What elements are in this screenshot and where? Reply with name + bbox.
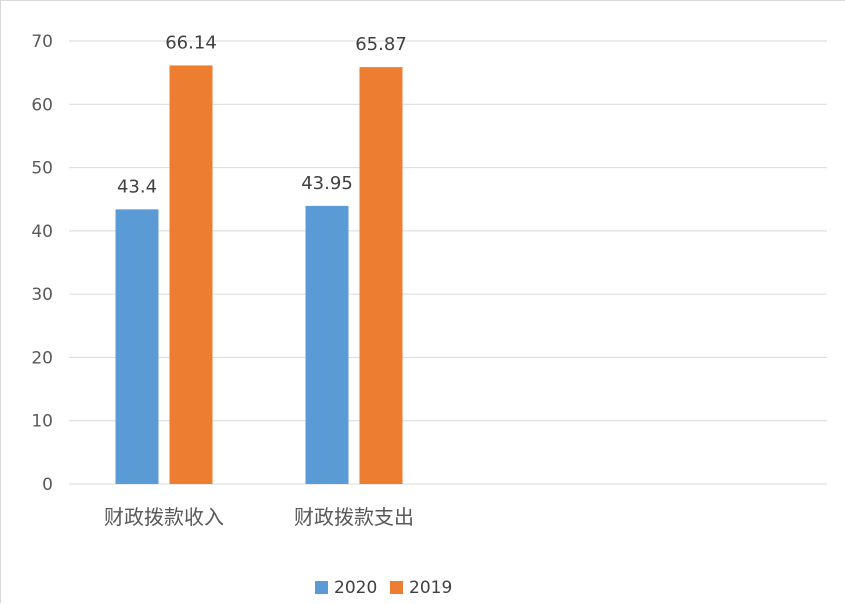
y-tick-label: 20 (31, 348, 53, 368)
data-label-2020-2: 43.95 (301, 173, 353, 194)
legend-label-2020: 2020 (334, 578, 377, 598)
data-label-2019-2: 65.87 (355, 34, 407, 55)
category-label: 财政拨款支出 (294, 505, 414, 529)
x-axis-categories: 财政拨款收入 财政拨款支出 (104, 505, 414, 529)
y-tick-label: 0 (42, 475, 53, 495)
data-label-2019-1: 66.14 (165, 32, 217, 53)
y-tick-label: 10 (31, 412, 53, 432)
category-label: 财政拨款收入 (104, 505, 224, 529)
legend: 2020 2019 (315, 578, 452, 598)
y-tick-label: 60 (31, 95, 53, 115)
legend-label-2019: 2019 (409, 578, 452, 598)
bar-2019-2 (359, 67, 403, 485)
data-labels: 43.4 66.14 43.95 65.87 (117, 32, 407, 197)
legend-swatch-2019 (390, 581, 403, 594)
y-tick-label: 70 (31, 32, 53, 52)
data-label-2020-1: 43.4 (117, 176, 157, 197)
legend-swatch-2020 (315, 581, 328, 594)
bars (115, 65, 403, 485)
bar-2020-1 (115, 209, 159, 484)
y-axis-ticks: 0 10 20 30 40 50 60 70 (31, 32, 53, 495)
bar-2019-1 (169, 65, 213, 484)
y-tick-label: 30 (31, 285, 53, 305)
y-tick-label: 40 (31, 222, 53, 242)
y-tick-label: 50 (31, 159, 53, 179)
bar-2020-2 (305, 205, 349, 484)
